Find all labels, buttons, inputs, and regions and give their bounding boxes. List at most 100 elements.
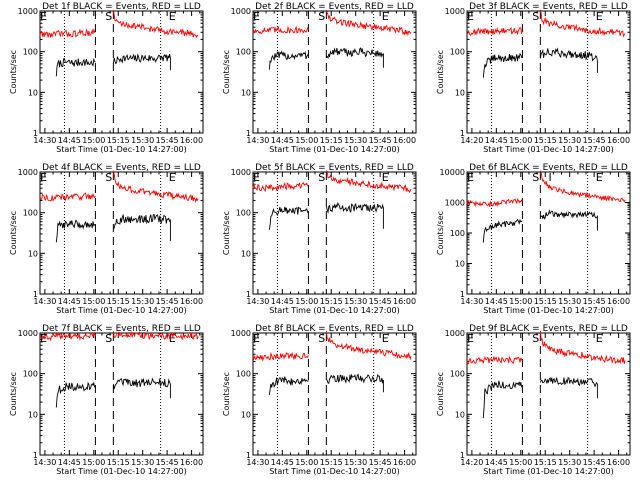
- y-tick-label: 100: [23, 370, 38, 379]
- panel-title: Det 7f BLACK = Events, RED = LLD: [42, 324, 201, 334]
- x-tick-label: 15:15: [320, 136, 343, 145]
- y-tick-label: 1: [33, 290, 38, 299]
- event-marker-E: E: [596, 171, 603, 184]
- lld-series-line: [39, 331, 96, 342]
- y-axis-label: Counts/sec: [436, 211, 445, 255]
- panel-6: Det 6f BLACK = Events, RED = LLD 1 10 100 10…: [436, 163, 631, 315]
- x-tick-label: 15:00: [295, 458, 318, 467]
- y-tick-label: 1: [460, 290, 465, 299]
- x-tick-label: 14:30: [246, 297, 269, 306]
- event-marker-S: S: [318, 332, 325, 345]
- x-tick-label: 15:00: [82, 458, 105, 467]
- panel-3: Det 3f BLACK = Events, RED = LLD 1 10 100 10…: [436, 2, 631, 154]
- x-tick-label: 16:00: [180, 136, 203, 145]
- y-tick-label: 1000: [18, 329, 38, 338]
- panel-title: Det 3f BLACK = Events, RED = LLD: [469, 2, 628, 12]
- y-axis-label: Counts/sec: [222, 50, 231, 94]
- x-axis-label: Start Time (01-Dec-10 14:27:00): [483, 467, 614, 476]
- lld-series-line: [112, 331, 199, 341]
- x-tick-label: 15:45: [583, 458, 606, 467]
- y-axis-label: Counts/sec: [222, 372, 231, 416]
- x-tick-label: 14:45: [58, 297, 81, 306]
- y-tick-label: 1: [460, 451, 465, 460]
- event-marker-E: E: [169, 10, 176, 23]
- x-axis-label: Start Time (01-Dec-10 14:27:00): [56, 467, 187, 476]
- events-series-line: [482, 380, 523, 419]
- x-tick-label: 15:15: [534, 136, 557, 145]
- y-axis-label: Counts/sec: [222, 211, 231, 255]
- event-marker-E: E: [40, 332, 47, 345]
- x-tick-label: 14:20: [460, 458, 483, 467]
- y-axis-label: Counts/sec: [436, 372, 445, 416]
- event-marker-E: E: [253, 171, 260, 184]
- y-tick-label: 1000: [445, 7, 465, 16]
- x-tick-label: 14:45: [58, 136, 81, 145]
- panel-title: Det 1f BLACK = Events, RED = LLD: [42, 2, 201, 12]
- event-marker-S: S: [318, 171, 325, 184]
- event-marker-S: S: [105, 332, 112, 345]
- x-tick-label: 15:15: [107, 136, 130, 145]
- x-tick-label: 15:00: [509, 297, 532, 306]
- lld-series-line: [112, 170, 199, 204]
- event-marker-E: E: [253, 10, 260, 23]
- event-marker-S: S: [532, 10, 539, 23]
- x-tick-label: 15:15: [107, 297, 130, 306]
- x-tick-label: 14:45: [271, 297, 294, 306]
- x-tick-label: 15:15: [534, 458, 557, 467]
- event-marker-E: E: [467, 171, 474, 184]
- x-tick-label: 15:15: [107, 458, 130, 467]
- x-tick-label: 16:00: [607, 297, 630, 306]
- x-tick-label: 14:30: [33, 297, 56, 306]
- y-tick-label: 1000: [231, 7, 251, 16]
- panel-title: Det 4f BLACK = Events, RED = LLD: [42, 163, 201, 173]
- event-marker-E: E: [467, 10, 474, 23]
- x-tick-label: 14:45: [485, 458, 508, 467]
- x-tick-label: 15:30: [344, 458, 367, 467]
- lld-series-line: [539, 9, 626, 38]
- panel-2: Det 2f BLACK = Events, RED = LLD 1 10 100 10…: [222, 2, 417, 154]
- x-tick-label: 15:45: [369, 458, 392, 467]
- plot-frame: [39, 10, 204, 134]
- panel-8: Det 8f BLACK = Events, RED = LLD 1 10 100 10…: [222, 324, 417, 476]
- events-series-line: [55, 57, 96, 77]
- y-axis-label: Counts/sec: [9, 50, 18, 94]
- event-marker-I: I: [549, 171, 552, 184]
- x-tick-label: 15:30: [344, 297, 367, 306]
- y-tick-label: 10000: [440, 168, 465, 177]
- x-tick-label: 14:30: [246, 458, 269, 467]
- y-tick-label: 1: [460, 129, 465, 138]
- plot-frame: [466, 10, 631, 134]
- x-tick-label: 15:45: [369, 136, 392, 145]
- y-tick-label: 100: [23, 209, 38, 218]
- lld-series-line: [252, 25, 309, 35]
- x-tick-label: 15:00: [82, 297, 105, 306]
- panel-7: Det 7f BLACK = Events, RED = LLD 1 10 100 10…: [9, 324, 204, 476]
- event-marker-E: E: [382, 171, 389, 184]
- y-tick-label: 1: [246, 129, 251, 138]
- lld-series-line: [539, 330, 626, 365]
- panel-title: Det 2f BLACK = Events, RED = LLD: [255, 2, 414, 12]
- panel-title: Det 9f BLACK = Events, RED = LLD: [469, 324, 628, 334]
- y-tick-label: 10: [241, 249, 251, 258]
- x-axis-label: Start Time (01-Dec-10 14:27:00): [483, 145, 614, 154]
- x-tick-label: 15:45: [156, 297, 179, 306]
- events-series-line: [112, 53, 171, 71]
- event-marker-E: E: [40, 10, 47, 23]
- x-tick-label: 14:30: [460, 297, 483, 306]
- lld-series-line: [112, 10, 199, 39]
- x-tick-label: 14:45: [485, 297, 508, 306]
- event-marker-E: E: [596, 332, 603, 345]
- lld-series-line: [252, 181, 309, 193]
- event-marker-S: S: [532, 332, 539, 345]
- events-series-line: [482, 218, 523, 243]
- lld-series-line: [325, 9, 412, 37]
- panel-1: Det 1f BLACK = Events, RED = LLD 1 10 100 10…: [9, 2, 204, 154]
- x-tick-label: 14:45: [58, 458, 81, 467]
- plot-frame: [466, 332, 631, 456]
- panel-9: Det 9f BLACK = Events, RED = LLD 1 10 100 10…: [436, 324, 631, 476]
- event-marker-S: S: [532, 171, 539, 184]
- y-tick-label: 1000: [445, 199, 465, 208]
- y-tick-label: 1: [246, 451, 251, 460]
- x-tick-label: 14:45: [271, 136, 294, 145]
- events-series-line: [113, 213, 171, 242]
